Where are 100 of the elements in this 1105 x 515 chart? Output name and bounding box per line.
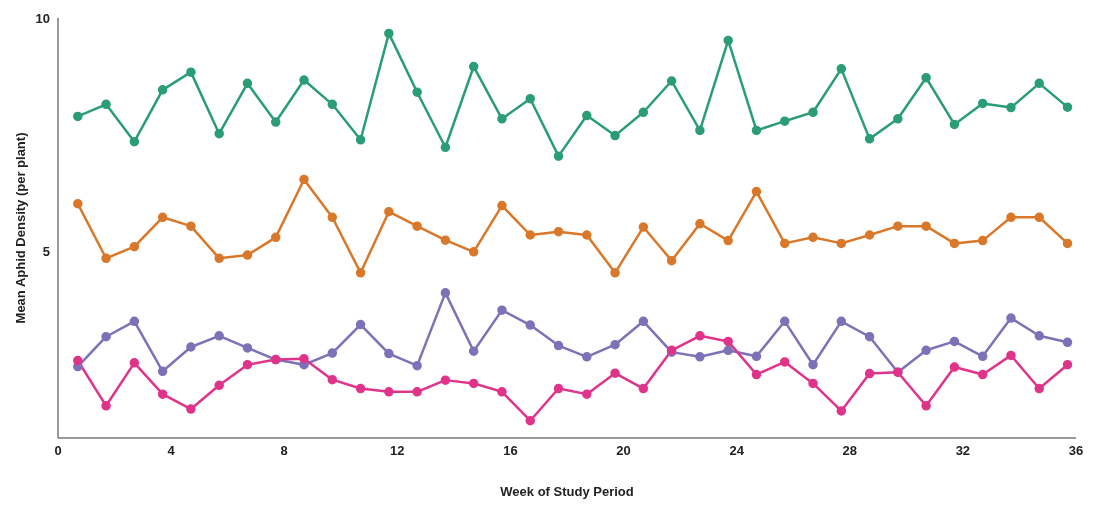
point	[1062, 337, 1073, 348]
x-tick-label: 32	[955, 443, 971, 459]
point	[327, 374, 338, 385]
point	[553, 383, 564, 394]
point	[779, 238, 790, 249]
point	[468, 247, 479, 257]
point	[808, 107, 818, 118]
point	[808, 359, 818, 370]
point	[214, 331, 224, 341]
point	[977, 235, 988, 246]
point	[808, 232, 818, 243]
point	[1062, 238, 1073, 249]
point	[864, 134, 875, 144]
point	[836, 238, 847, 249]
point	[355, 319, 366, 330]
point	[468, 378, 479, 389]
point	[1034, 331, 1044, 341]
point	[412, 221, 422, 231]
point	[864, 230, 875, 240]
point	[695, 331, 705, 341]
point	[101, 99, 111, 110]
point	[836, 316, 847, 327]
point	[695, 352, 705, 362]
point	[751, 369, 762, 380]
point	[723, 35, 733, 46]
x-axis-title: Week of Study Period	[500, 484, 634, 499]
point	[695, 125, 705, 136]
point	[186, 342, 196, 352]
point	[525, 415, 535, 426]
point	[440, 375, 451, 385]
point	[582, 389, 592, 399]
point	[525, 230, 535, 240]
point	[1034, 212, 1044, 223]
point	[1006, 102, 1016, 113]
point	[497, 305, 507, 315]
point	[468, 346, 479, 356]
point	[186, 67, 196, 77]
point	[723, 345, 733, 356]
point	[384, 387, 394, 397]
point	[977, 98, 988, 109]
point	[129, 358, 140, 368]
point	[327, 348, 338, 358]
point	[864, 331, 875, 342]
point	[101, 331, 111, 342]
point	[327, 99, 338, 110]
point	[497, 114, 507, 124]
point	[779, 116, 790, 126]
point	[949, 119, 960, 130]
point	[101, 253, 111, 264]
point	[638, 316, 649, 327]
point	[921, 345, 931, 356]
point	[921, 72, 931, 83]
x-tick-label: 4	[167, 443, 176, 459]
point	[666, 255, 677, 266]
point	[440, 288, 451, 298]
point	[977, 351, 988, 362]
point	[553, 340, 564, 351]
point	[836, 406, 847, 416]
point	[553, 151, 564, 161]
point	[101, 401, 111, 411]
point	[638, 383, 649, 394]
point	[1062, 102, 1073, 112]
point	[610, 268, 620, 278]
point	[299, 353, 309, 364]
point	[610, 368, 620, 378]
point	[1006, 313, 1016, 323]
x-tick-label: 12	[390, 443, 405, 459]
point	[893, 114, 903, 124]
point	[497, 200, 507, 211]
x-tick-label: 0	[54, 443, 62, 459]
point	[751, 351, 762, 362]
point	[384, 206, 394, 217]
point	[553, 226, 564, 237]
point	[412, 87, 422, 97]
x-tick-label: 8	[280, 443, 288, 459]
point	[723, 235, 733, 246]
point	[157, 85, 168, 95]
point	[214, 380, 224, 391]
point	[921, 401, 931, 411]
y-axis-title: Mean Aphid Density (per plant)	[12, 132, 28, 324]
point	[186, 221, 196, 231]
point	[582, 352, 592, 362]
point	[949, 238, 960, 249]
point	[299, 174, 309, 185]
point	[610, 339, 620, 350]
point	[582, 110, 592, 121]
point	[1006, 212, 1016, 223]
point	[666, 76, 677, 86]
point	[384, 28, 394, 39]
point	[525, 320, 535, 330]
point	[695, 219, 705, 229]
point	[327, 212, 338, 223]
point	[497, 387, 507, 397]
point	[157, 366, 168, 377]
point	[384, 348, 394, 359]
point	[157, 389, 168, 399]
point	[440, 235, 451, 245]
point	[214, 253, 224, 264]
point	[242, 250, 253, 260]
point	[186, 404, 196, 414]
